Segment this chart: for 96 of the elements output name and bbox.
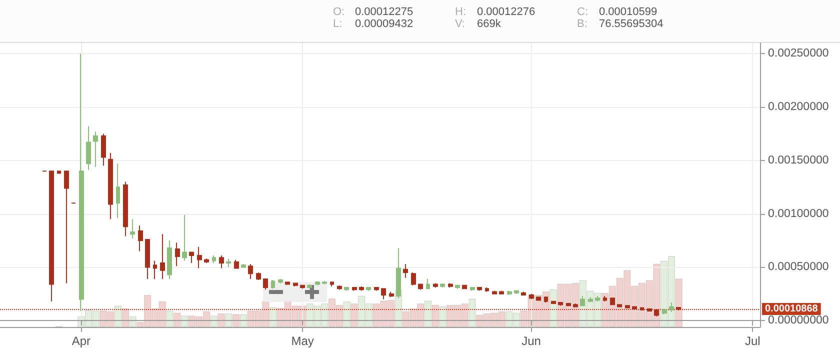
- candlestick: [271, 280, 275, 290]
- candlestick: [108, 152, 113, 220]
- candlestick: [300, 284, 305, 290]
- candlestick: [662, 308, 667, 315]
- candlestick: [514, 290, 519, 294]
- candlestick: [130, 218, 135, 239]
- candlestick: [330, 282, 334, 287]
- candlestick: [507, 290, 512, 296]
- candlestick: [462, 284, 467, 290]
- text: V: 669k: [455, 18, 501, 30]
- text: B: 76.55695304: [577, 18, 664, 30]
- candlestick: [153, 260, 157, 280]
- candlestick: [529, 293, 534, 300]
- candlestick: [234, 259, 239, 269]
- candlestick: [189, 252, 194, 264]
- candlestick: [411, 272, 416, 286]
- candlestick: [551, 300, 556, 304]
- y-tick-label: 0.00200000: [768, 101, 829, 114]
- x-tick-label: Apr: [72, 334, 91, 348]
- candlestick: [248, 264, 253, 280]
- candlestick: [558, 302, 563, 306]
- candlestick: [322, 280, 327, 285]
- candlestick: [49, 170, 54, 302]
- candlestick: [226, 258, 231, 268]
- candlestick: [285, 282, 290, 285]
- candlestick: [676, 306, 681, 312]
- candlestick: [654, 309, 659, 317]
- candlestick: [492, 290, 497, 294]
- candlestick: [145, 238, 150, 280]
- candlestick: [610, 298, 615, 306]
- y-tick-label: 0.00050000: [768, 261, 829, 274]
- candlestick: [448, 282, 453, 288]
- candlestick: [263, 278, 268, 290]
- candlestick: [86, 126, 91, 171]
- candlestick: [536, 296, 541, 301]
- candlestick: [64, 170, 69, 284]
- candlestick: [440, 282, 445, 288]
- candlestick: [588, 296, 593, 302]
- candlestick: [123, 181, 128, 237]
- x-tick-label: Jul: [744, 334, 760, 348]
- y-tick-label: 0.00100000: [768, 208, 829, 220]
- candlestick: [499, 290, 504, 294]
- ref-line-label: 0.00010868: [765, 303, 818, 314]
- candlestick: [366, 286, 371, 292]
- candlestick: [182, 214, 187, 262]
- candlestick: [381, 288, 386, 300]
- candlestick: [241, 264, 246, 268]
- candlestick: [426, 278, 430, 290]
- candlestick: [632, 306, 637, 310]
- candlestick: [212, 254, 216, 264]
- candlestick: [640, 307, 644, 310]
- candlestick: [101, 133, 106, 166]
- x-tick-label: May: [291, 334, 314, 348]
- candlestick: [175, 242, 180, 267]
- candlestick: [204, 258, 209, 264]
- candlestick: [359, 286, 364, 292]
- y-tick-label: 0.00250000: [768, 48, 829, 60]
- candlestick: [477, 286, 482, 292]
- text: C: 0.00010599: [577, 6, 658, 18]
- candlestick: [167, 240, 172, 280]
- candlestick: [93, 131, 98, 168]
- candlestick: [418, 284, 423, 290]
- y-tick-label: 0.00000000: [768, 314, 829, 327]
- candlestick: [344, 286, 349, 292]
- candlestick: [278, 278, 283, 284]
- candlestick: [256, 272, 261, 281]
- candlestick: [403, 264, 408, 278]
- candlestick: [352, 286, 357, 292]
- candlestick: [485, 286, 489, 292]
- candlestick: [116, 163, 120, 219]
- candlestick: [521, 291, 526, 296]
- text: H: 0.00012276: [455, 6, 536, 18]
- text: L: 0.00009432: [333, 18, 414, 30]
- candlestick: [470, 286, 475, 292]
- candlestick: [315, 280, 320, 286]
- candlestick: [219, 254, 224, 269]
- candlestick: [647, 308, 652, 312]
- candlestick: [455, 284, 460, 290]
- text: O: 0.00012275: [333, 6, 414, 18]
- candlestick: [57, 170, 61, 174]
- candlestick: [566, 303, 571, 306]
- candlestick: [307, 284, 312, 290]
- candlestick: [374, 286, 379, 292]
- candlestick: [389, 291, 394, 298]
- candlestick: [337, 284, 342, 290]
- candlestick: [138, 225, 143, 252]
- candlestick: [293, 282, 298, 287]
- candlestick: [197, 246, 202, 269]
- candlestick: [573, 303, 578, 308]
- candlestick: [617, 304, 622, 308]
- candlestick: [160, 234, 165, 280]
- y-tick-label: 0.00150000: [768, 154, 829, 166]
- x-tick-label: Jun: [522, 334, 541, 348]
- candlestick: [433, 282, 438, 288]
- candlestick: [595, 296, 600, 302]
- candlestick: [625, 305, 630, 308]
